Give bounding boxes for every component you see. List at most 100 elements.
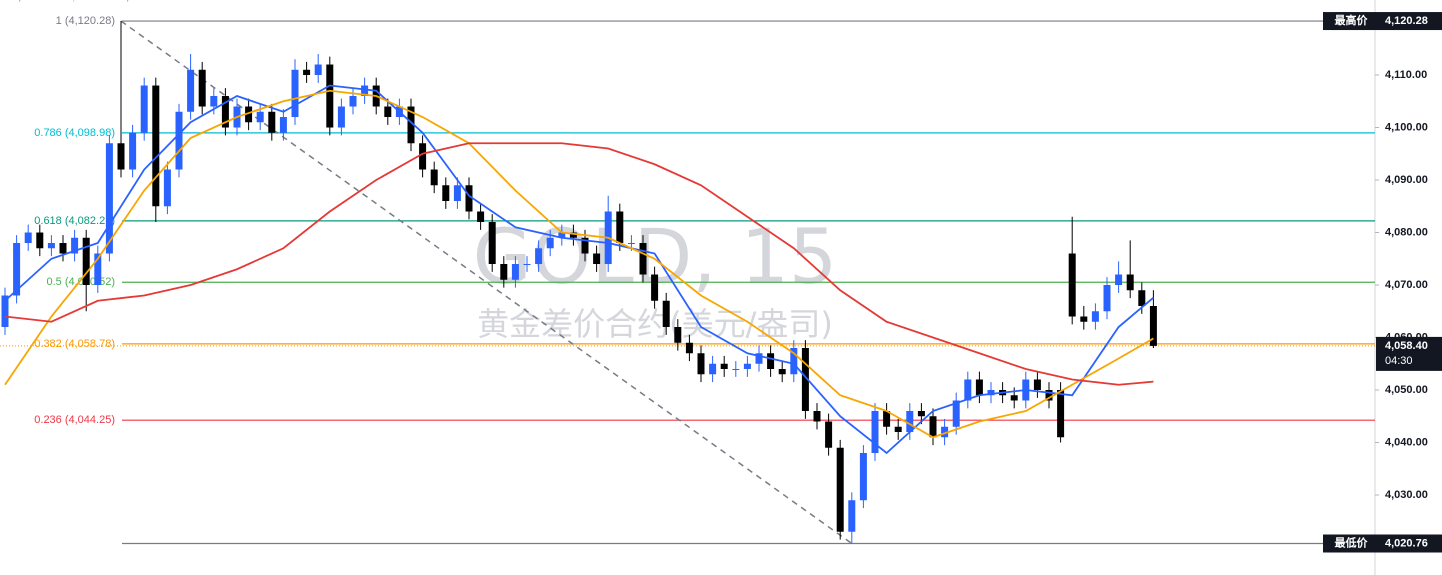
low-tag-name: 最低价 — [1335, 535, 1369, 549]
y-tick-label: 4,050.00 — [1385, 384, 1428, 396]
candle-body — [1045, 390, 1053, 401]
candle-body — [906, 410, 914, 432]
candle-body — [384, 106, 392, 118]
candle-body — [662, 300, 670, 328]
candle-body — [917, 410, 925, 417]
fib-label: 0.236 (4,044.25) — [34, 414, 115, 426]
current-price-box — [1376, 336, 1442, 371]
candle-body — [593, 253, 601, 265]
moving-average — [4, 89, 1154, 439]
fib-label: 0.382 (4,058.78) — [34, 338, 115, 350]
candle-body — [627, 243, 635, 245]
candle-body — [210, 96, 218, 107]
candle-body — [581, 237, 589, 254]
high-tag-box — [1323, 12, 1379, 31]
fib-label: 1 (4,120.28) — [56, 15, 115, 27]
candle-body — [279, 117, 287, 133]
candle-body — [82, 237, 90, 286]
candle-body — [430, 169, 438, 186]
candle-body — [535, 248, 543, 265]
legend-value: 4,059.82 — [66, 0, 109, 3]
candle-body — [813, 410, 821, 422]
candle-body — [221, 96, 229, 128]
candle-body — [848, 500, 856, 532]
candle-body — [801, 348, 809, 411]
candle-body — [187, 69, 195, 112]
y-tick-label: 4,100.00 — [1385, 121, 1428, 133]
high-tag-price-box — [1379, 12, 1442, 31]
high-tag-name: 最高价 — [1335, 13, 1369, 27]
candle-body — [303, 69, 311, 76]
y-tick-label: 4,070.00 — [1385, 279, 1428, 291]
candle-body — [569, 232, 577, 238]
candle-body — [500, 264, 508, 280]
candle-body — [697, 353, 705, 375]
candle-body — [94, 253, 102, 286]
candle-body — [1149, 306, 1157, 346]
candle-body — [36, 232, 44, 249]
candle-body — [152, 85, 160, 207]
candle-body — [198, 69, 206, 107]
candle-body — [1138, 290, 1146, 307]
candle-body — [720, 363, 728, 370]
candle-body — [47, 243, 55, 249]
candle-body — [488, 222, 496, 265]
candle-body — [361, 85, 369, 97]
fib-label: 0.5 (4,070.52) — [47, 276, 116, 288]
candle-body — [13, 243, 21, 296]
candle-body — [105, 143, 113, 254]
legend-value: 4,051.59 — [120, 0, 163, 3]
candle-body — [871, 410, 879, 453]
y-tick-label: 4,090.00 — [1385, 174, 1428, 186]
candle-body — [477, 211, 485, 223]
high-tag-price: 4,120.28 — [1385, 15, 1428, 27]
candle-body — [1068, 253, 1076, 317]
candle-body — [59, 243, 67, 254]
candle-body — [268, 111, 276, 133]
candle-body — [129, 132, 137, 170]
candle-body — [755, 353, 763, 364]
current-price-label: 4,058.40 — [1385, 340, 1428, 352]
candle-body — [465, 185, 473, 212]
candle-body — [558, 232, 566, 238]
candle-body — [616, 211, 624, 244]
y-tick-label: 4,110.00 — [1385, 69, 1427, 81]
candle-body — [732, 369, 740, 371]
candle-body — [883, 410, 891, 427]
candle-body — [1033, 379, 1041, 391]
y-tick-label: 4,030.00 — [1385, 489, 1428, 501]
moving-average — [4, 84, 1154, 455]
candle-body — [836, 447, 844, 532]
candle-body — [71, 237, 79, 254]
watermark-subtitle: 黄金差价合约(美元/盎司) — [477, 305, 833, 343]
candle-body — [349, 96, 357, 107]
candle-body — [767, 353, 775, 370]
candle-body — [709, 363, 717, 375]
candle-body — [1103, 285, 1111, 312]
fib-label: 0.786 (4,098.98) — [34, 127, 115, 139]
candle-body — [1091, 311, 1099, 322]
candle-body — [24, 232, 32, 244]
candle-body — [175, 111, 183, 170]
y-tick-label: 4,040.00 — [1385, 436, 1428, 448]
candle-body — [1080, 316, 1088, 322]
countdown: 04:30 — [1385, 355, 1413, 367]
candle-body — [964, 379, 972, 401]
candle-body — [651, 274, 659, 301]
candle-body — [453, 185, 461, 202]
candle-body — [825, 421, 833, 448]
candle-body — [419, 143, 427, 170]
candle-body — [987, 390, 995, 396]
trend-line — [120, 20, 853, 545]
candle-body — [790, 348, 798, 375]
candle-body — [407, 106, 415, 144]
candle-body — [326, 64, 334, 128]
candle-body — [163, 169, 171, 207]
candle-body — [778, 369, 786, 375]
candle-body — [1115, 274, 1123, 286]
low-tag-price-box — [1379, 534, 1442, 553]
legend-value: 4,067.59 — [12, 0, 55, 3]
candle-body — [1057, 390, 1065, 438]
